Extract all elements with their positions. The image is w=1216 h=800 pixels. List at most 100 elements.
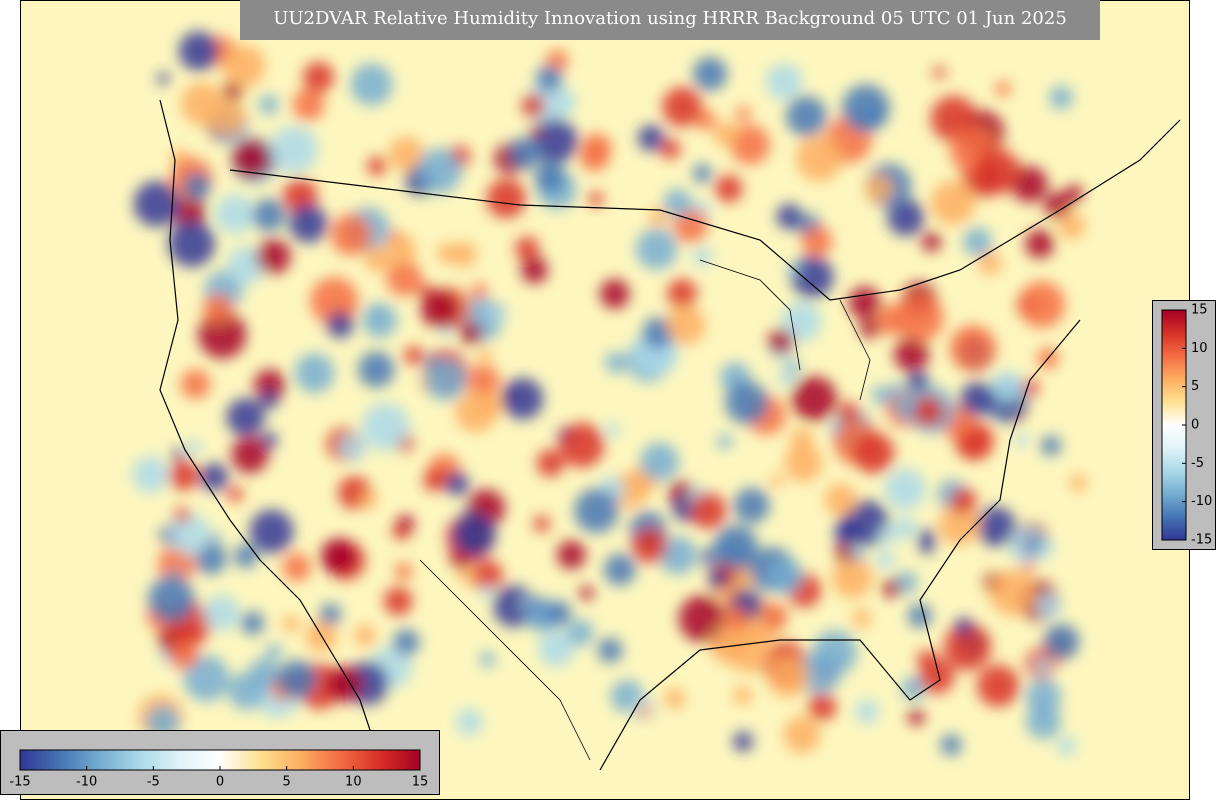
humidity-blob bbox=[423, 468, 446, 492]
humidity-blob bbox=[393, 629, 420, 656]
humidity-blob bbox=[921, 232, 942, 252]
humidity-blob bbox=[367, 156, 387, 176]
humidity-blob bbox=[326, 665, 364, 703]
humidity-blob bbox=[486, 178, 526, 219]
humidity-blob bbox=[664, 688, 686, 709]
humidity-blob bbox=[258, 94, 279, 115]
humidity-blob bbox=[292, 88, 325, 121]
humidity-blob bbox=[171, 448, 185, 461]
east-gulf-coast bbox=[599, 319, 1081, 771]
humidity-blob bbox=[824, 483, 857, 517]
humidity-blob bbox=[912, 395, 944, 427]
humidity-blob bbox=[918, 658, 955, 694]
humidity-blob bbox=[635, 228, 678, 270]
humidity-blob bbox=[226, 397, 265, 437]
humidity-blob bbox=[714, 174, 743, 203]
colorbar-tick-label: -5 bbox=[147, 775, 160, 790]
humidity-blob bbox=[277, 659, 316, 698]
colorbar-tick-label: -10 bbox=[1191, 494, 1212, 509]
humidity-blob bbox=[397, 514, 415, 532]
humidity-blob bbox=[533, 515, 550, 533]
humidity-blob bbox=[918, 528, 935, 545]
humidity-blob bbox=[180, 369, 211, 399]
humidity-blob bbox=[445, 471, 469, 496]
humidity-blob bbox=[394, 562, 413, 581]
humidity-blob bbox=[767, 558, 803, 594]
humidity-blob bbox=[896, 294, 944, 342]
humidity-blob bbox=[350, 63, 393, 106]
humidity-blob bbox=[255, 238, 291, 274]
humidity-blob bbox=[556, 540, 586, 570]
humidity-blob bbox=[692, 164, 712, 183]
boundaries bbox=[159, 99, 1181, 771]
humidity-blob bbox=[640, 442, 679, 481]
humidity-blob bbox=[521, 256, 548, 284]
humidity-blob bbox=[259, 390, 279, 409]
humidity-blob bbox=[695, 110, 716, 131]
humidity-blob bbox=[761, 603, 788, 630]
humidity-blob bbox=[848, 286, 881, 319]
humidity-blob bbox=[364, 245, 391, 273]
humidity-blob bbox=[183, 655, 230, 702]
humidity-blob bbox=[515, 236, 540, 261]
humidity-blob bbox=[282, 615, 300, 633]
humidity-blob bbox=[545, 600, 572, 627]
colorbar-tick-label: 10 bbox=[345, 775, 362, 790]
humidity-blob bbox=[658, 536, 697, 575]
humidity-blob bbox=[358, 351, 395, 388]
humidity-blob bbox=[439, 325, 453, 338]
humidity-blob bbox=[834, 522, 858, 546]
humidity-blob bbox=[733, 487, 770, 524]
humidity-blob bbox=[692, 56, 728, 91]
humidity-blob bbox=[320, 538, 357, 574]
humidity-blob bbox=[534, 161, 566, 193]
humidity-blob bbox=[249, 658, 279, 688]
colorbar-tick-label: 5 bbox=[1191, 379, 1199, 394]
humidity-blob bbox=[1011, 166, 1048, 203]
humidity-blob bbox=[508, 137, 541, 170]
humidity-blob bbox=[713, 121, 739, 147]
humidity-blob bbox=[232, 139, 271, 179]
humidity-blob bbox=[777, 369, 795, 386]
humidity-blob bbox=[631, 527, 668, 564]
humidity-blob bbox=[992, 371, 1024, 403]
humidity-blob bbox=[359, 490, 378, 509]
humidity-blob bbox=[708, 569, 729, 590]
humidity-blob bbox=[319, 603, 342, 626]
humidity-blob bbox=[875, 549, 895, 569]
humidity-blob bbox=[452, 513, 496, 557]
humidity-blob bbox=[975, 149, 1021, 194]
humidity-blob bbox=[667, 278, 698, 309]
humidity-blob bbox=[1018, 281, 1066, 328]
humidity-blob bbox=[663, 188, 692, 217]
humidity-blob bbox=[735, 106, 751, 122]
humidity-blob bbox=[1014, 433, 1029, 448]
humidity-blob bbox=[732, 686, 752, 705]
humidity-blob bbox=[252, 198, 286, 232]
humidity-blob bbox=[717, 434, 733, 450]
humidity-blob bbox=[599, 279, 630, 309]
humidity-blob bbox=[167, 513, 210, 555]
humidity-blob bbox=[781, 301, 822, 342]
humidity-blob bbox=[487, 303, 507, 323]
humidity-blob bbox=[949, 325, 997, 372]
humidity-blob bbox=[535, 65, 563, 92]
humidity-field bbox=[132, 31, 1088, 756]
humidity-blob bbox=[768, 328, 794, 354]
humidity-blob bbox=[769, 474, 784, 488]
humidity-blob bbox=[678, 595, 726, 643]
humidity-blob bbox=[1040, 435, 1061, 456]
humidity-blob bbox=[1058, 212, 1086, 240]
humidity-blob bbox=[989, 569, 1036, 617]
humidity-blob bbox=[353, 624, 376, 647]
humidity-blob bbox=[208, 531, 222, 545]
humidity-blob bbox=[303, 61, 334, 93]
humidity-blob bbox=[1034, 657, 1052, 675]
humidity-blob bbox=[1025, 229, 1055, 259]
humidity-blob bbox=[222, 44, 266, 88]
colorbar-tick-label: 15 bbox=[1191, 303, 1208, 318]
humidity-blob bbox=[791, 376, 837, 422]
colorbars: -15 -10 -5 0 5 10 15 -15 -10 -5 0 5 10 15 bbox=[9, 303, 1212, 790]
humidity-blob bbox=[173, 195, 206, 229]
